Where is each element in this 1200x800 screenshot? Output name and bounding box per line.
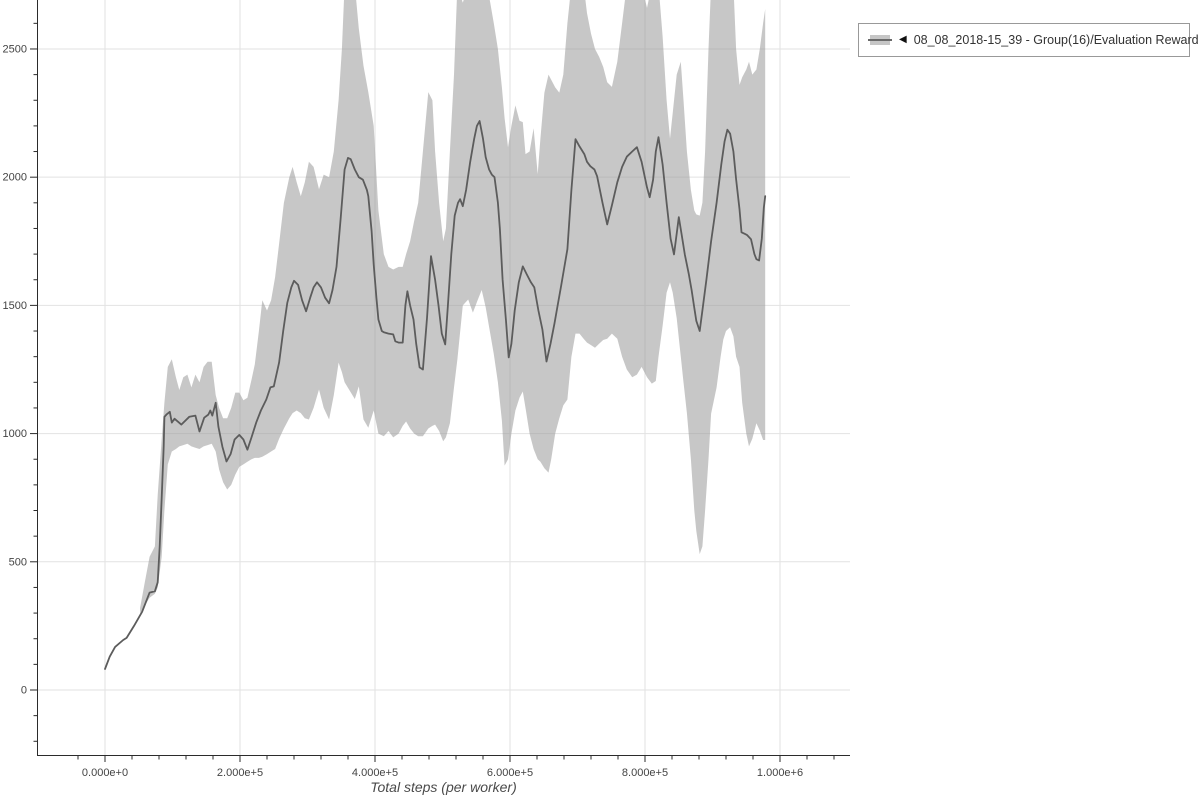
y-tick-label: 0 xyxy=(21,685,27,697)
x-tick-label: 8.000e+5 xyxy=(622,767,668,779)
x-tick-label: 2.000e+5 xyxy=(217,767,263,779)
y-tick-label: 2000 xyxy=(3,172,27,184)
axis-ticks xyxy=(30,22,835,762)
x-tick-label: 1.000e+6 xyxy=(757,767,803,779)
legend-label: 08_08_2018-15_39 - Group(16)/Evaluation … xyxy=(913,33,1199,47)
y-tick-label: 1500 xyxy=(3,300,27,312)
axis-spines xyxy=(37,0,850,756)
mean-reward-line xyxy=(104,120,767,670)
x-axis-title: Total steps (per worker) xyxy=(370,779,517,795)
band-line-swatch-icon xyxy=(868,34,892,46)
line-swatch-stroke xyxy=(868,39,892,41)
y-tick-label: 500 xyxy=(9,556,27,568)
legend[interactable]: ◀ 08_08_2018-15_39 - Group(16)/Evaluatio… xyxy=(858,23,1199,57)
y-tick-label: 2500 xyxy=(3,43,27,55)
confidence-band xyxy=(140,0,766,614)
series-group xyxy=(104,0,767,670)
collapse-arrow-icon: ◀ xyxy=(899,34,907,45)
x-tick-label: 4.000e+5 xyxy=(352,767,398,779)
tick-labels: 0 500 1000 1500 2000 2500 0.000e+0 2.000e+5 4.00… xyxy=(3,43,804,779)
y-tick-label: 1000 xyxy=(3,428,27,440)
x-tick-label: 6.000e+5 xyxy=(487,767,533,779)
x-tick-label: 0.000e+0 xyxy=(82,767,128,779)
